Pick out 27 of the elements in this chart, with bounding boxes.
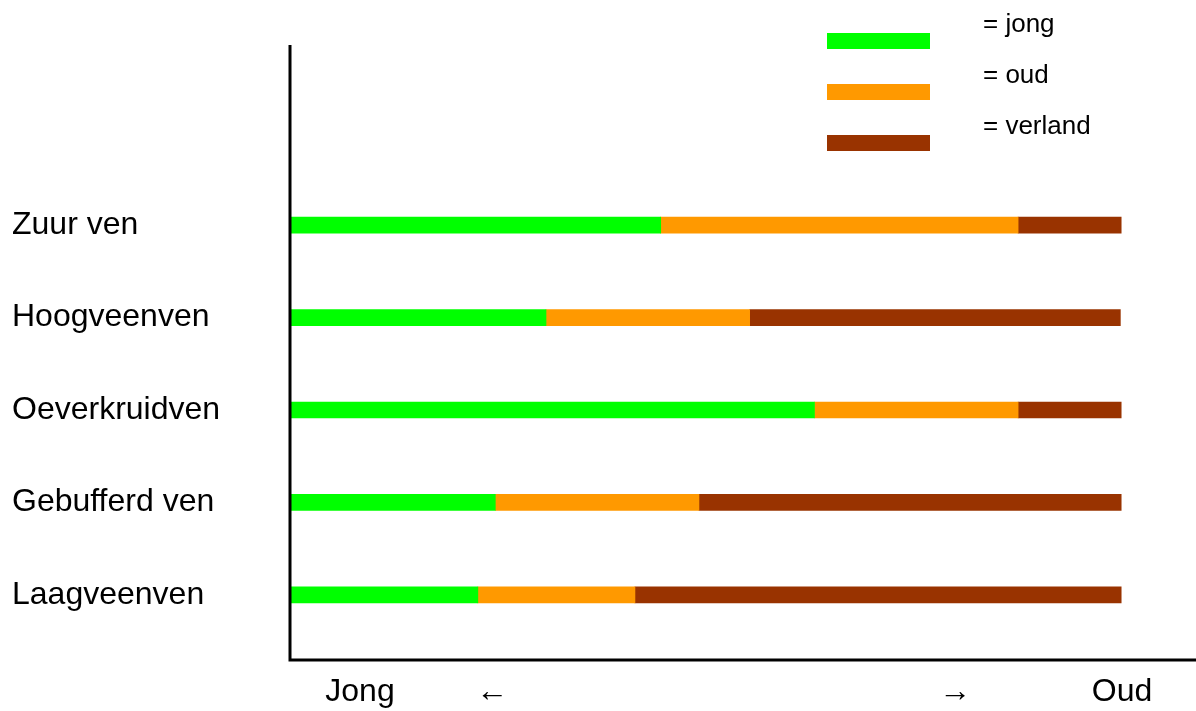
y-tick-label: Gebufferd ven xyxy=(12,482,215,519)
bar xyxy=(290,216,662,234)
bar xyxy=(698,494,1122,511)
bar xyxy=(545,309,750,326)
bar xyxy=(477,586,636,604)
bar xyxy=(749,309,1121,326)
y-tick-label: Zuur ven xyxy=(12,205,139,242)
y-tick-label: Laagveenven xyxy=(12,574,205,611)
bar xyxy=(814,401,1019,419)
text: ← xyxy=(476,671,508,708)
legend-label: = verland xyxy=(983,110,1091,141)
y-tick-label: Hoogveenven xyxy=(12,297,210,334)
y-tick-label: Oeverkruidven xyxy=(12,389,221,426)
legend-label: = oud xyxy=(983,59,1049,90)
bar xyxy=(494,494,700,511)
bar xyxy=(290,494,496,511)
text: Jong xyxy=(325,671,395,708)
bar xyxy=(290,401,815,419)
bar xyxy=(1017,216,1122,234)
bar xyxy=(290,586,479,604)
text: Oud xyxy=(1091,671,1153,708)
text: → xyxy=(939,671,971,708)
bar xyxy=(660,216,1019,234)
bar xyxy=(290,309,547,326)
bar xyxy=(634,586,1122,604)
bar xyxy=(1017,401,1122,419)
legend-label: = jong xyxy=(983,8,1055,39)
